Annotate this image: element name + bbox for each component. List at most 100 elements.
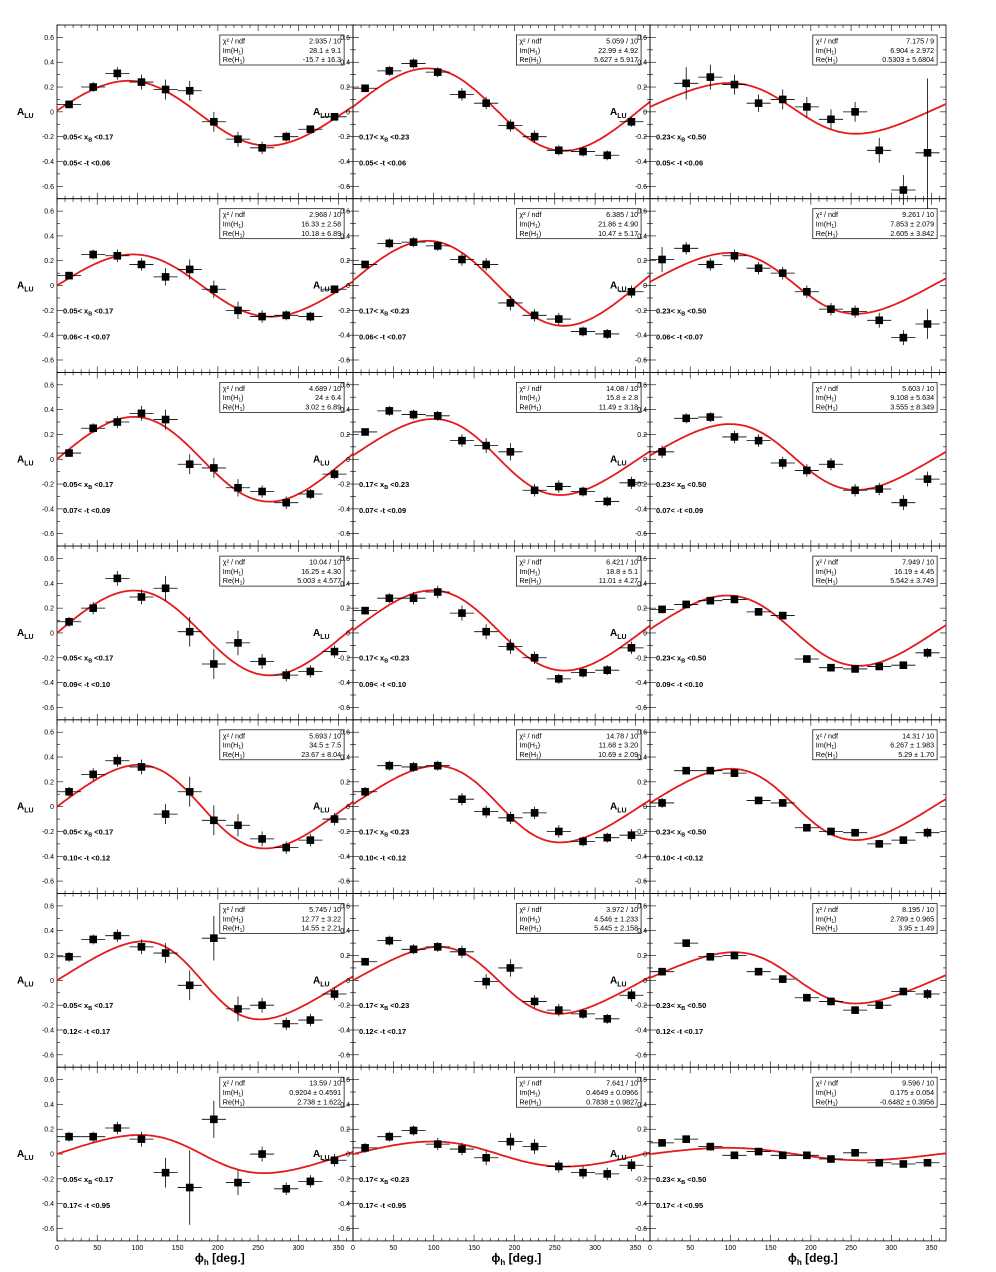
y-tick-label: -0.6	[338, 1226, 350, 1233]
data-point	[161, 85, 170, 94]
t-bin-label: 0.12< -t <0.17	[63, 1027, 110, 1036]
y-tick-label: -0.4	[42, 506, 54, 513]
panel-r4-c1: 0.6 0.4 0.2 0 -0.2 -0.4 -0.6 ALU 0.17< xB <0.23 0…	[313, 719, 651, 894]
y-tick-label: 0.4	[637, 581, 647, 588]
stats-im-label: Im(H1)	[816, 393, 837, 404]
y-tick-label: -0.6	[635, 357, 647, 364]
panel-r0-c1: 0.6 0.4 0.2 0 -0.2 -0.4 -0.6 ALU 0.17< xB <0.23 0…	[313, 24, 651, 200]
y-tick-label: 0.2	[637, 1127, 647, 1134]
y-tick-label: -0.6	[635, 1226, 647, 1233]
data-point	[161, 810, 170, 818]
y-tick-label: 0.2	[637, 432, 647, 439]
fit-curve	[56, 589, 354, 677]
xb-bin-label: 0.23< xB <0.50	[656, 654, 706, 665]
stats-chi2-value: 3.972 / 10	[606, 905, 638, 914]
data-point	[754, 967, 763, 976]
data-point	[803, 655, 811, 663]
data-point	[185, 981, 194, 990]
y-tick-label: -0.4	[635, 854, 647, 861]
y-tick-label: 0.6	[340, 903, 350, 910]
data-point	[185, 265, 194, 274]
t-bin-label: 0.06< -t <0.07	[63, 332, 110, 341]
data-point	[875, 146, 884, 155]
data-point	[409, 594, 418, 603]
data-point	[385, 239, 394, 248]
panel-r4-c0: 0.6 0.4 0.2 0 -0.2 -0.4 -0.6 ALU 0.05< xB <0.17 0…	[17, 719, 354, 894]
data-point	[603, 666, 612, 674]
data-point	[923, 649, 932, 657]
stats-re-value: 14.55 ± 2.21	[301, 924, 341, 933]
data-point	[530, 653, 539, 662]
y-tick-label: -0.4	[635, 1027, 647, 1034]
data-point	[258, 312, 266, 321]
fit-curve	[352, 239, 651, 327]
stats-im-value: 21.86 ± 4.90	[598, 220, 638, 229]
data-point	[185, 787, 194, 796]
y-tick-label: 0.4	[44, 928, 54, 935]
data-point	[433, 761, 442, 770]
y-tick-label: 0.6	[637, 903, 647, 910]
stats-im-label: Im(H1)	[816, 914, 837, 925]
data-point	[530, 1142, 539, 1151]
stats-box	[515, 382, 642, 413]
stats-im-label: Im(H1)	[816, 741, 837, 752]
x-tick-label: 50	[93, 1245, 101, 1252]
data-point	[89, 424, 97, 433]
data-point	[361, 606, 369, 615]
fit-curve	[56, 253, 354, 318]
data-point	[627, 991, 636, 1000]
data-point	[282, 498, 291, 507]
data-point	[234, 306, 242, 315]
stats-chi2-label: χ² / ndf	[519, 558, 541, 567]
stats-im-label: Im(H1)	[519, 220, 540, 231]
data-point	[258, 835, 266, 843]
stats-box	[219, 1076, 345, 1108]
y-tick-label: -0.6	[42, 879, 54, 886]
data-point	[234, 483, 242, 492]
y-tick-label: -0.4	[42, 159, 54, 166]
xb-bin-label: 0.05< xB <0.17	[63, 654, 113, 665]
stats-box	[812, 729, 938, 761]
data-point	[210, 285, 218, 294]
y-tick-label: 0	[50, 283, 54, 290]
stats-re-value: 2.738 ± 1.622	[297, 1097, 341, 1106]
stats-re-value: 3.02 ± 6.89	[305, 403, 341, 412]
data-point	[161, 584, 170, 593]
panel-r4-c2: 0.6 0.4 0.2 0 -0.2 -0.4 -0.6 ALU 0.23< xB <0.50 0…	[610, 719, 947, 894]
y-tick-label: -0.2	[635, 482, 647, 489]
y-tick-label: 0.2	[44, 606, 54, 613]
xb-bin-label: 0.17< xB <0.23	[359, 1175, 409, 1186]
data-point	[258, 1001, 266, 1009]
y-tick-label: 0.2	[44, 85, 54, 92]
stats-re-label: Re(H1)	[519, 55, 541, 66]
stats-chi2-value: 5.693 / 10	[309, 731, 341, 740]
y-axis-label: ALU	[610, 628, 627, 641]
x-tick-label: 150	[468, 1245, 480, 1252]
stats-im-label: Im(H1)	[816, 567, 837, 578]
stats-chi2-value: 5.059 / 10	[606, 37, 638, 46]
stats-chi2-value: 10.04 / 10	[309, 558, 341, 567]
y-tick-label: -0.6	[635, 184, 647, 191]
y-tick-label: -0.6	[42, 357, 54, 364]
stats-box	[515, 903, 642, 934]
data-point	[778, 269, 787, 277]
data-point	[923, 148, 932, 157]
y-tick-label: 0.2	[637, 258, 647, 265]
data-point	[89, 935, 97, 944]
t-bin-label: 0.09< -t <0.10	[359, 680, 406, 689]
data-point	[433, 68, 442, 76]
data-point	[361, 1144, 369, 1152]
data-point	[385, 1132, 394, 1141]
data-point	[385, 594, 394, 603]
stats-re-label: Re(H1)	[816, 55, 838, 66]
data-point	[330, 815, 339, 823]
y-tick-label: -0.2	[635, 1003, 647, 1010]
y-tick-label: -0.4	[42, 854, 54, 861]
y-tick-label: 0.4	[340, 407, 350, 414]
y-tick-label: 0.4	[637, 60, 647, 67]
data-point	[330, 113, 339, 121]
y-tick-label: 0.2	[340, 258, 350, 265]
data-point	[579, 487, 587, 496]
y-tick-label: -0.2	[42, 1176, 54, 1183]
